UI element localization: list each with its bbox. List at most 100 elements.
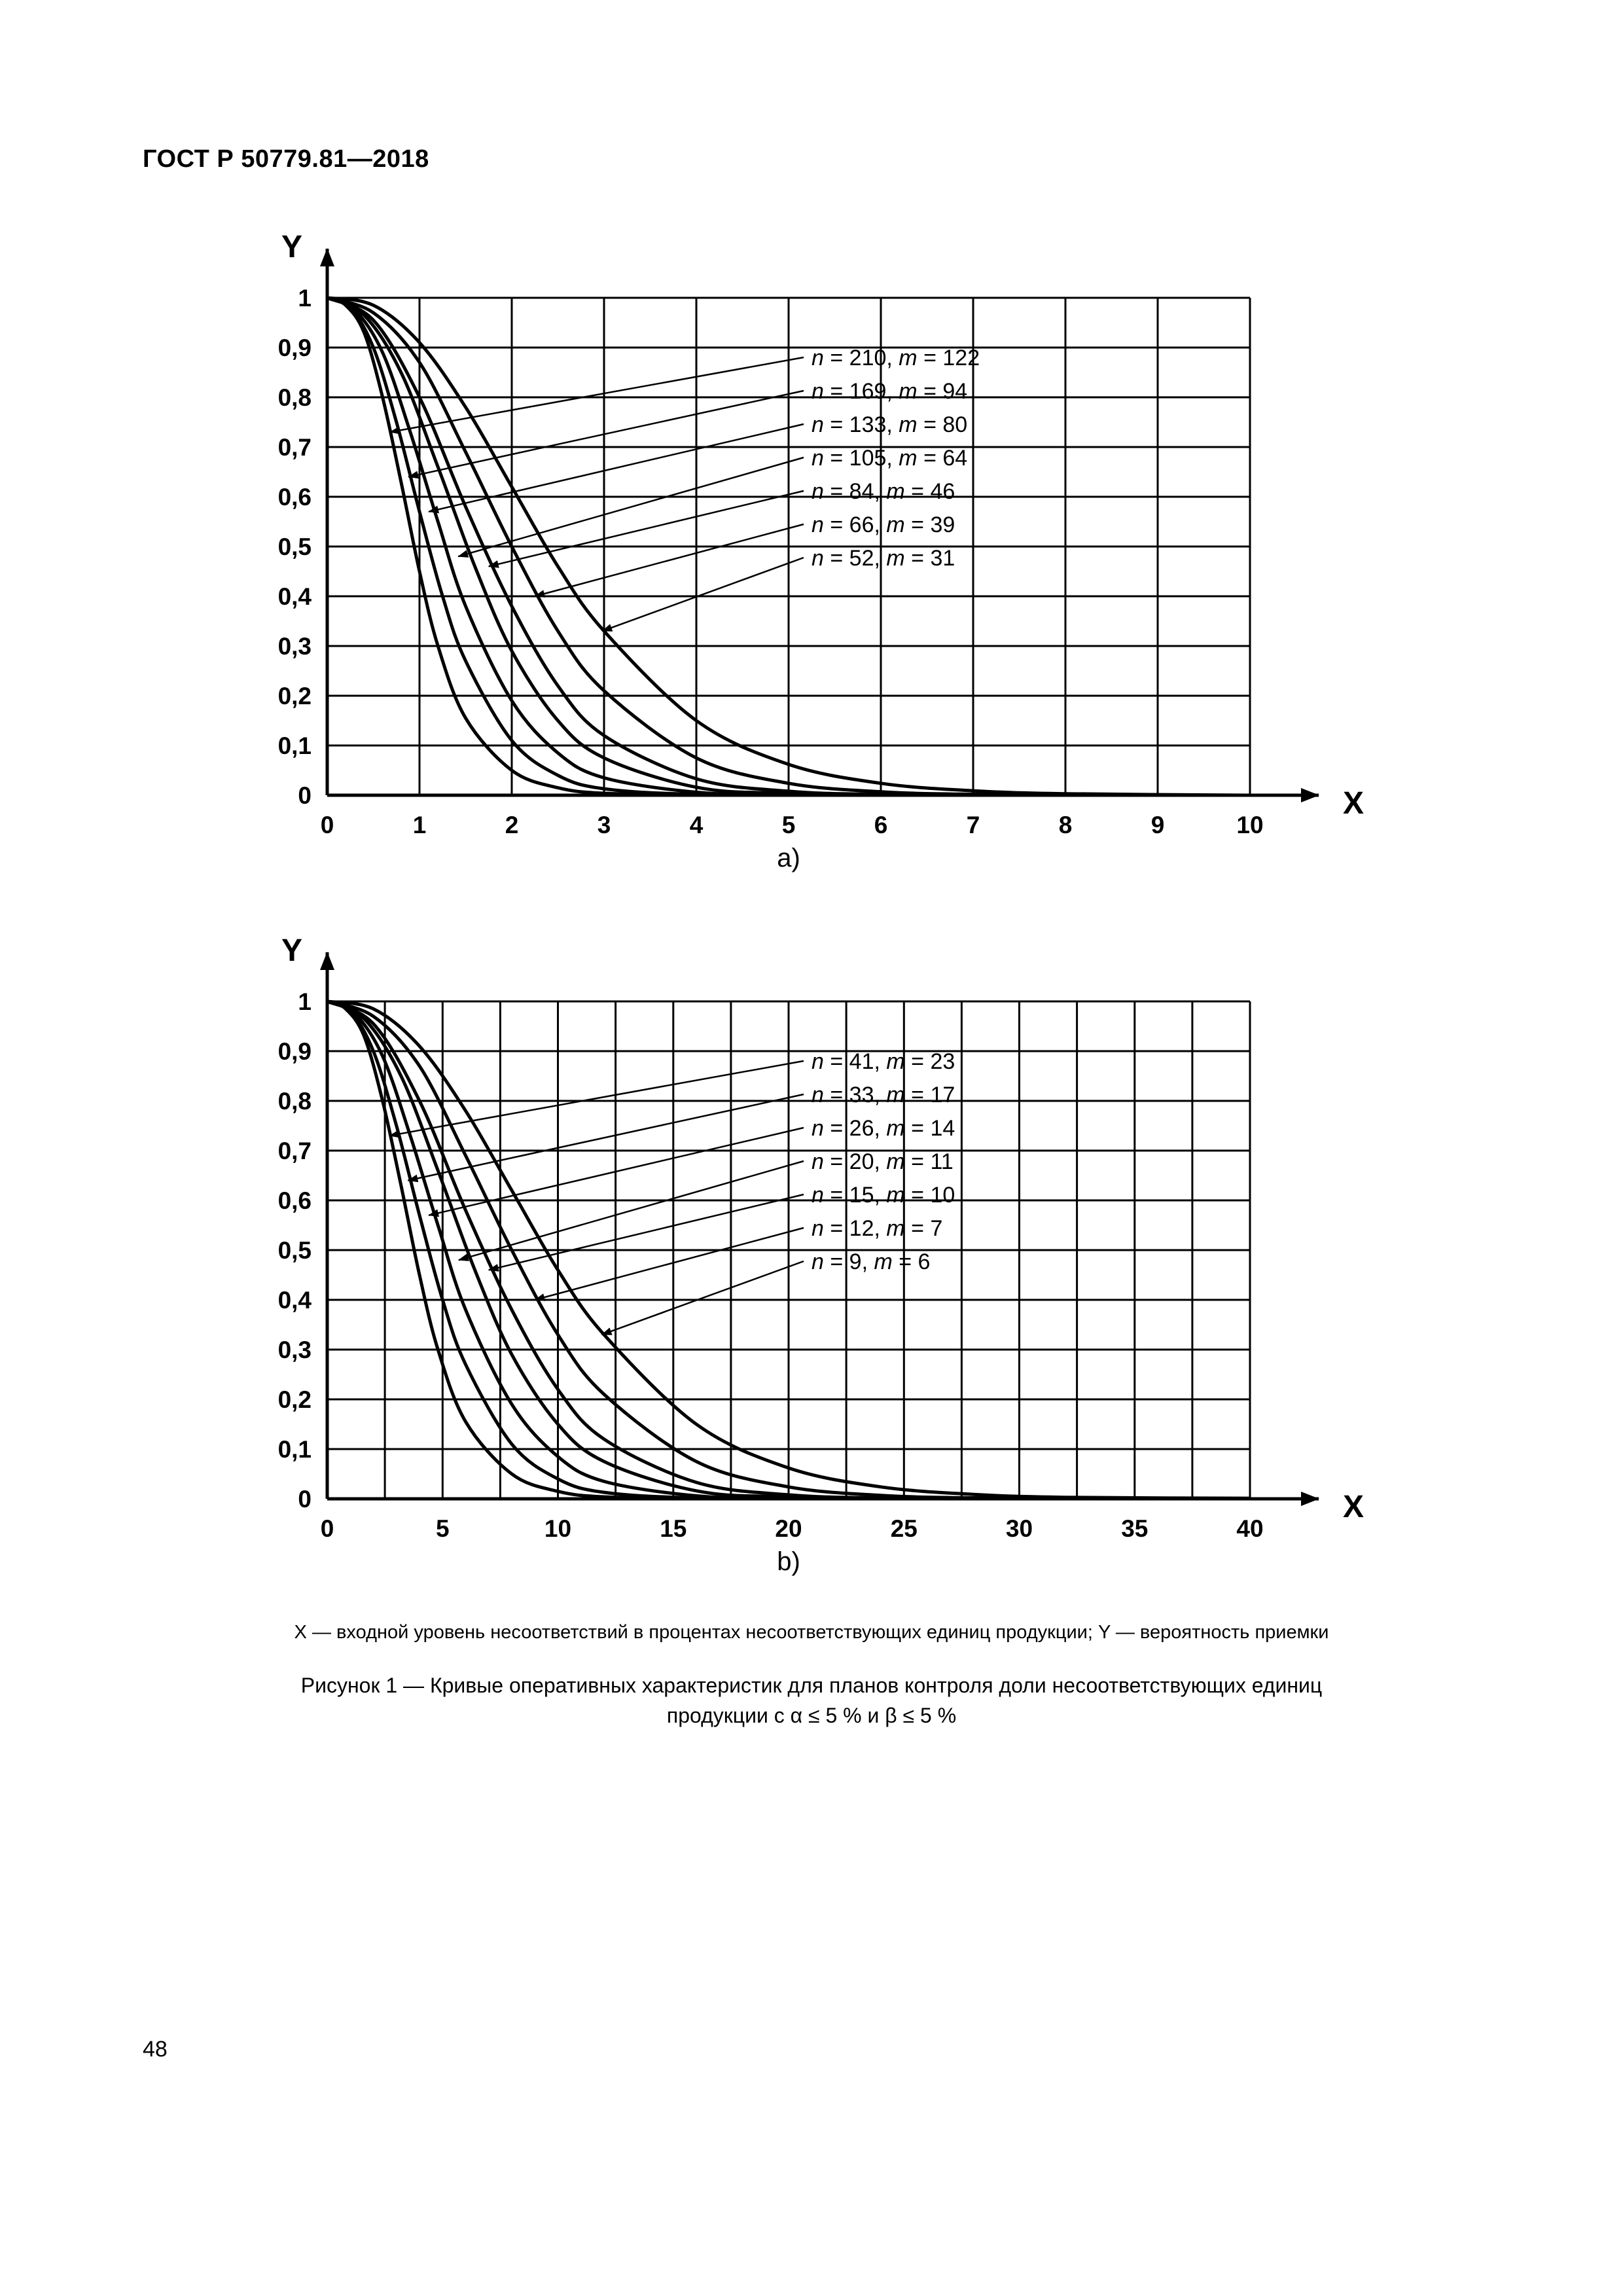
figure-footnote: X — входной уровень несоответствий в про… — [294, 1622, 1329, 1643]
x-tick-label: 5 — [782, 812, 796, 838]
y-tick-label: 0 — [298, 782, 312, 809]
legend-item-0: n = 41, m = 23 — [389, 1049, 955, 1138]
y-tick-label: 0,5 — [278, 533, 312, 560]
chart-b: Y X 0 5 10 15 20 25 30 35 40 0 0,1 0,2 0,3 0,4 0,5 0,6 0,7… — [278, 933, 1364, 1576]
y-tick-label: 0,8 — [278, 384, 312, 411]
page-number: 48 — [143, 2037, 168, 2062]
y-axis-label: Y — [281, 230, 302, 264]
y-tick-label: 0,6 — [278, 1187, 312, 1214]
y-tick-label: 0,1 — [278, 732, 312, 759]
legend-label: n = 210, m = 122 — [812, 346, 980, 370]
legend-label: n = 20, m = 11 — [812, 1149, 954, 1174]
legend-item-4: n = 15, m = 10 — [488, 1183, 955, 1272]
legend-label: n = 12, m = 7 — [812, 1216, 942, 1241]
oc-curve-6 — [325, 999, 1252, 1500]
y-tick-label: 1 — [298, 988, 312, 1015]
legend-label: n = 15, m = 10 — [812, 1183, 955, 1208]
x-tick-label: 7 — [967, 812, 980, 838]
x-tick-label: 0 — [321, 812, 334, 838]
x-tick-label: 1 — [413, 812, 427, 838]
chart-sublabel: a) — [777, 844, 800, 872]
legend-leader-line — [457, 456, 804, 558]
y-tick-label: 0,2 — [278, 683, 312, 709]
legend-leader-line — [428, 1126, 804, 1217]
y-tick-label: 0,4 — [278, 583, 312, 610]
tick-labels: 0 1 2 3 4 5 6 7 8 9 10 0 0,1 0,2 0,3 0,4 0,5 0,6 0,7 0,8 0,9… — [278, 285, 1264, 838]
legend-label: n = 33, m = 17 — [812, 1083, 955, 1107]
legend-leader-line — [407, 1093, 804, 1183]
legend-label: n = 133, m = 80 — [812, 412, 967, 437]
legend-item-5: n = 12, m = 7 — [534, 1216, 942, 1301]
legend-item-0: n = 210, m = 122 — [389, 346, 980, 435]
y-axis-label: Y — [281, 933, 302, 968]
x-tick-label: 9 — [1151, 812, 1165, 838]
y-tick-label: 0,6 — [278, 484, 312, 511]
legend-label: n = 84, m = 46 — [812, 479, 955, 504]
legend-leader-line — [428, 423, 804, 514]
x-tick-label: 10 — [544, 1515, 571, 1542]
legend-label: n = 169, m = 94 — [812, 379, 967, 404]
document-header: ГОСТ Р 50779.81—2018 — [143, 145, 429, 173]
x-tick-label: 30 — [1006, 1515, 1033, 1542]
figure-caption: Рисунок 1 — Кривые оперативных характери… — [0, 1670, 1623, 1731]
y-tick-label: 0,4 — [278, 1287, 312, 1314]
y-tick-label: 1 — [298, 285, 312, 312]
x-tick-label: 15 — [660, 1515, 687, 1542]
legend-label: n = 41, m = 23 — [812, 1049, 955, 1074]
grid — [326, 1000, 1251, 1500]
y-tick-label: 0,8 — [278, 1088, 312, 1115]
legend-leader-line — [389, 1060, 804, 1138]
x-axis-label: X — [1343, 1490, 1364, 1524]
y-tick-label: 0,5 — [278, 1237, 312, 1264]
y-tick-label: 0,2 — [278, 1386, 312, 1413]
x-tick-label: 6 — [874, 812, 888, 838]
legend-item-6: n = 52, m = 31 — [601, 546, 955, 632]
y-tick-label: 0,7 — [278, 1138, 312, 1164]
legend-label: n = 66, m = 39 — [812, 512, 955, 537]
legend-item-6: n = 9, m = 6 — [601, 1249, 930, 1336]
legend: n = 210, m = 122 n = 169, m = 94 n = 133, … — [389, 346, 980, 632]
oc-curves — [325, 999, 1252, 1501]
x-tick-label: 40 — [1236, 1515, 1263, 1542]
oc-curves — [325, 296, 1252, 797]
y-tick-label: 0,3 — [278, 633, 312, 660]
y-tick-label: 0 — [298, 1486, 312, 1513]
x-tick-label: 0 — [321, 1515, 334, 1542]
chart-sublabel: b) — [777, 1547, 800, 1576]
legend-item-2: n = 133, m = 80 — [428, 412, 967, 514]
x-tick-label: 5 — [436, 1515, 450, 1542]
y-tick-label: 0,9 — [278, 1038, 312, 1065]
legend-item-5: n = 66, m = 39 — [534, 512, 955, 598]
legend-leader-line — [534, 1227, 804, 1301]
legend-label: n = 105, m = 64 — [812, 446, 967, 471]
y-tick-label: 0,3 — [278, 1336, 312, 1363]
x-tick-label: 35 — [1121, 1515, 1148, 1542]
x-tick-label: 8 — [1059, 812, 1073, 838]
legend-leader-line — [457, 1160, 804, 1261]
chart-a: YX0 1 2 3 4 5 6 7 8 9 1000,10,20,30,40,50,60,70,80… — [278, 230, 1364, 872]
x-tick-label: 25 — [891, 1515, 918, 1542]
legend-leader-line — [601, 1260, 804, 1336]
legend-item-3: n = 20, m = 11 — [457, 1149, 954, 1261]
figure-caption-line2: продукции с α ≤ 5 % и β ≤ 5 % — [666, 1704, 957, 1728]
legend: n = 41, m = 23 n = 33, m = 17 n = 26, m = … — [389, 1049, 955, 1336]
legend-label: n = 52, m = 31 — [812, 546, 955, 571]
oc-curve-5 — [325, 296, 1252, 797]
figure-caption-line1: Рисунок 1 — Кривые оперативных характери… — [300, 1674, 1323, 1697]
tick-labels: 0 5 10 15 20 25 30 35 40 0 0,1 0,2 0,3 0,4 0,5 0,6 0,7 0,… — [278, 988, 1264, 1542]
legend-leader-line — [389, 356, 804, 435]
x-tick-label: 20 — [775, 1515, 802, 1542]
y-tick-label: 0,7 — [278, 434, 312, 461]
x-axis-label: X — [1343, 786, 1364, 821]
legend-label: n = 26, m = 14 — [812, 1116, 955, 1141]
legend-item-4: n = 84, m = 46 — [488, 479, 955, 568]
legend-leader-line — [408, 389, 804, 479]
legend-item-1: n = 169, m = 94 — [408, 379, 967, 479]
x-tick-label: 4 — [690, 812, 704, 838]
x-tick-label: 2 — [505, 812, 519, 838]
x-tick-label: 10 — [1236, 812, 1263, 838]
legend-item-2: n = 26, m = 14 — [428, 1116, 955, 1217]
oc-curve-5 — [325, 999, 1252, 1501]
legend-label: n = 9, m = 6 — [812, 1249, 930, 1274]
